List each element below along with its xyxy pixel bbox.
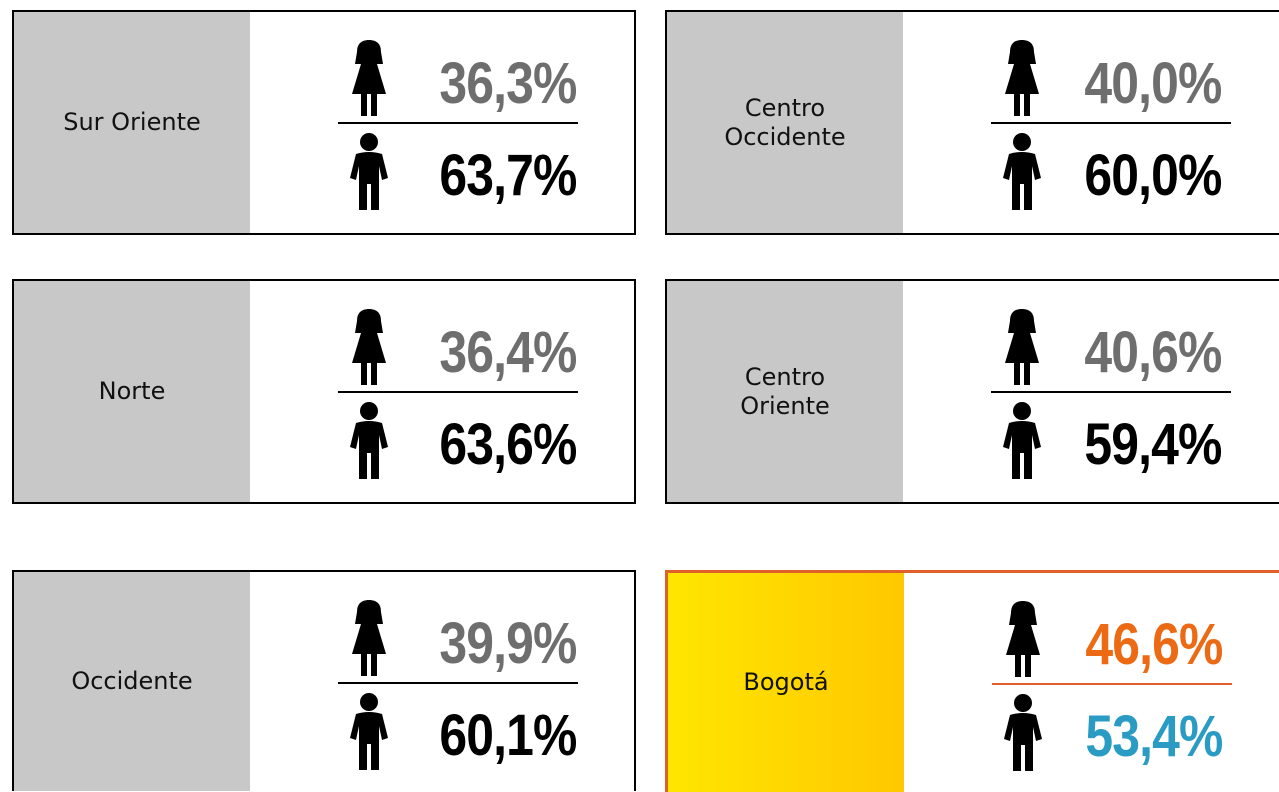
region-panel: Occidente bbox=[14, 572, 250, 791]
region-card: Occidente 39,9% 60,1% bbox=[12, 570, 636, 791]
male-percent: 63,6% bbox=[438, 412, 577, 477]
male-percent: 60,0% bbox=[1083, 143, 1222, 208]
region-name: Centro Oriente bbox=[740, 362, 830, 420]
boy-icon bbox=[344, 692, 394, 772]
region-card: Bogotá 46,6% 53,4% bbox=[665, 570, 1279, 792]
boy-icon bbox=[997, 132, 1047, 212]
female-percent: 46,6% bbox=[1084, 612, 1223, 677]
region-name: Occidente bbox=[71, 667, 193, 696]
boy-icon bbox=[344, 132, 394, 212]
female-percent: 40,6% bbox=[1083, 320, 1222, 385]
divider bbox=[992, 683, 1232, 685]
girl-icon bbox=[997, 307, 1047, 387]
girl-icon bbox=[344, 307, 394, 387]
female-percent: 36,4% bbox=[438, 320, 577, 385]
divider bbox=[338, 122, 578, 124]
region-name: Sur Oriente bbox=[63, 108, 201, 137]
region-panel: Bogotá bbox=[668, 573, 904, 792]
boy-icon bbox=[997, 401, 1047, 481]
region-card: Sur Oriente 36,3% 63,7% bbox=[12, 10, 636, 235]
region-name: Centro Occidente bbox=[724, 93, 846, 151]
region-name: Bogotá bbox=[743, 668, 829, 697]
boy-icon bbox=[998, 693, 1048, 773]
girl-icon bbox=[344, 38, 394, 118]
region-card: Norte 36,4% 63,6% bbox=[12, 279, 636, 504]
boy-icon bbox=[344, 401, 394, 481]
divider bbox=[338, 682, 578, 684]
region-panel: Norte bbox=[14, 281, 250, 502]
girl-icon bbox=[998, 599, 1048, 679]
region-panel: Sur Oriente bbox=[14, 12, 250, 233]
female-percent: 39,9% bbox=[438, 611, 577, 676]
male-percent: 59,4% bbox=[1083, 412, 1222, 477]
region-name: Norte bbox=[98, 377, 166, 406]
male-percent: 63,7% bbox=[438, 143, 577, 208]
male-percent: 53,4% bbox=[1084, 704, 1223, 769]
girl-icon bbox=[997, 38, 1047, 118]
region-panel: Centro Oriente bbox=[667, 281, 903, 502]
region-card: Centro Oriente 40,6% 59,4% bbox=[665, 279, 1279, 504]
divider bbox=[338, 391, 578, 393]
divider bbox=[991, 391, 1231, 393]
divider bbox=[991, 122, 1231, 124]
male-percent: 60,1% bbox=[438, 703, 577, 768]
girl-icon bbox=[344, 598, 394, 678]
female-percent: 36,3% bbox=[438, 51, 577, 116]
female-percent: 40,0% bbox=[1083, 51, 1222, 116]
region-panel: Centro Occidente bbox=[667, 12, 903, 233]
region-card: Centro Occidente 40,0% 60,0% bbox=[665, 10, 1279, 235]
